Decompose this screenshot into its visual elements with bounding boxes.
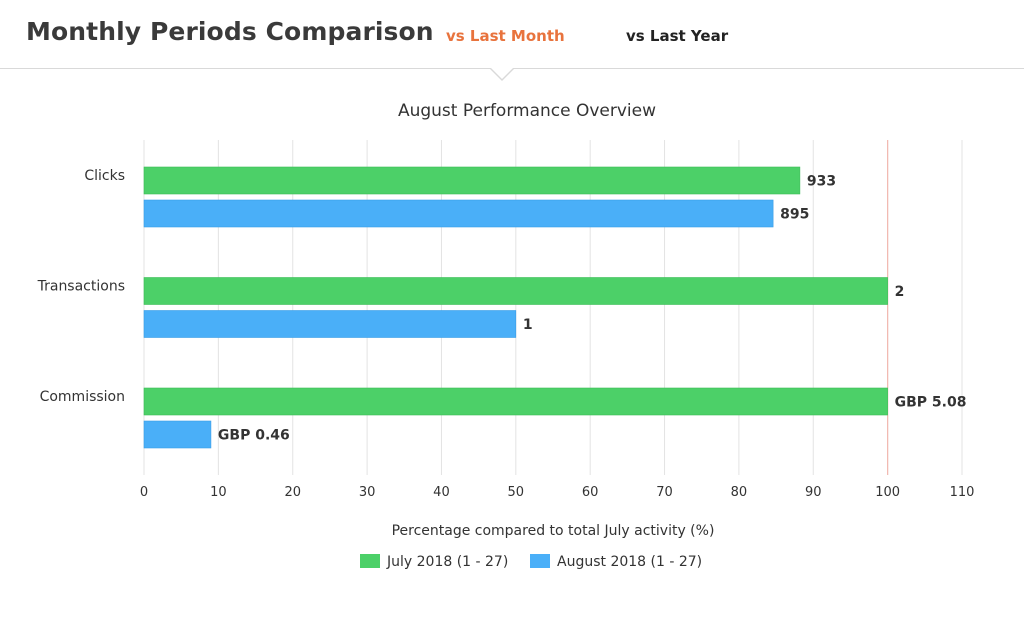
header-bar: Monthly Periods Comparison vs Last Month… xyxy=(0,0,1024,69)
x-tick-label-0: 0 xyxy=(140,485,148,500)
chart-legend: July 2018 (1 - 27) August 2018 (1 - 27) xyxy=(0,554,1024,574)
legend-item-july[interactable]: July 2018 (1 - 27) xyxy=(360,554,508,570)
data-label-commission-series-1: GBP 0.46 xyxy=(218,428,290,444)
legend-label-august: August 2018 (1 - 27) xyxy=(557,554,703,570)
x-tick-label-50: 50 xyxy=(508,485,525,500)
category-label-transactions: Transactions xyxy=(37,279,125,295)
x-tick-label-80: 80 xyxy=(731,485,748,500)
bar-chart: August Performance Overview 0 10 20 30 40 50 60… xyxy=(37,101,975,539)
chart-title: August Performance Overview xyxy=(398,101,656,121)
legend-item-august[interactable]: August 2018 (1 - 27) xyxy=(530,554,702,570)
bar-transactions-series-0[interactable] xyxy=(143,277,888,305)
tab-vs-last-month[interactable]: vs Last Month xyxy=(446,27,565,45)
data-label-transactions-series-0: 2 xyxy=(895,284,905,300)
x-tick-label-90: 90 xyxy=(805,485,822,500)
data-label-clicks-series-1: 895 xyxy=(780,207,809,223)
bar-commission-series-1[interactable] xyxy=(143,420,212,449)
page-title: Monthly Periods Comparison xyxy=(26,17,434,46)
x-tick-label-30: 30 xyxy=(359,485,376,500)
x-tick-label-110: 110 xyxy=(950,485,975,500)
data-label-commission-series-0: GBP 5.08 xyxy=(895,395,967,411)
legend-swatch-august xyxy=(530,554,550,568)
x-tick-label-60: 60 xyxy=(582,485,599,500)
bar-commission-series-0[interactable] xyxy=(143,387,888,416)
bar-clicks-series-1[interactable] xyxy=(143,199,774,228)
data-label-clicks-series-0: 933 xyxy=(807,174,836,190)
active-tab-caret-fill xyxy=(490,67,514,79)
legend-label-july: July 2018 (1 - 27) xyxy=(387,554,509,570)
x-tick-label-70: 70 xyxy=(656,485,673,500)
category-label-commission: Commission xyxy=(40,389,125,405)
x-tick-label-10: 10 xyxy=(210,485,227,500)
x-tick-label-20: 20 xyxy=(284,485,301,500)
category-label-clicks: Clicks xyxy=(84,168,125,184)
bar-clicks-series-0[interactable] xyxy=(143,166,801,195)
bar-transactions-series-1[interactable] xyxy=(143,310,517,338)
x-axis-label: Percentage compared to total July activi… xyxy=(392,523,715,539)
x-tick-label-40: 40 xyxy=(433,485,450,500)
x-tick-label-100: 100 xyxy=(875,485,900,500)
legend-swatch-july xyxy=(360,554,380,568)
data-label-transactions-series-1: 1 xyxy=(523,317,533,333)
tab-vs-last-year[interactable]: vs Last Year xyxy=(626,27,729,45)
